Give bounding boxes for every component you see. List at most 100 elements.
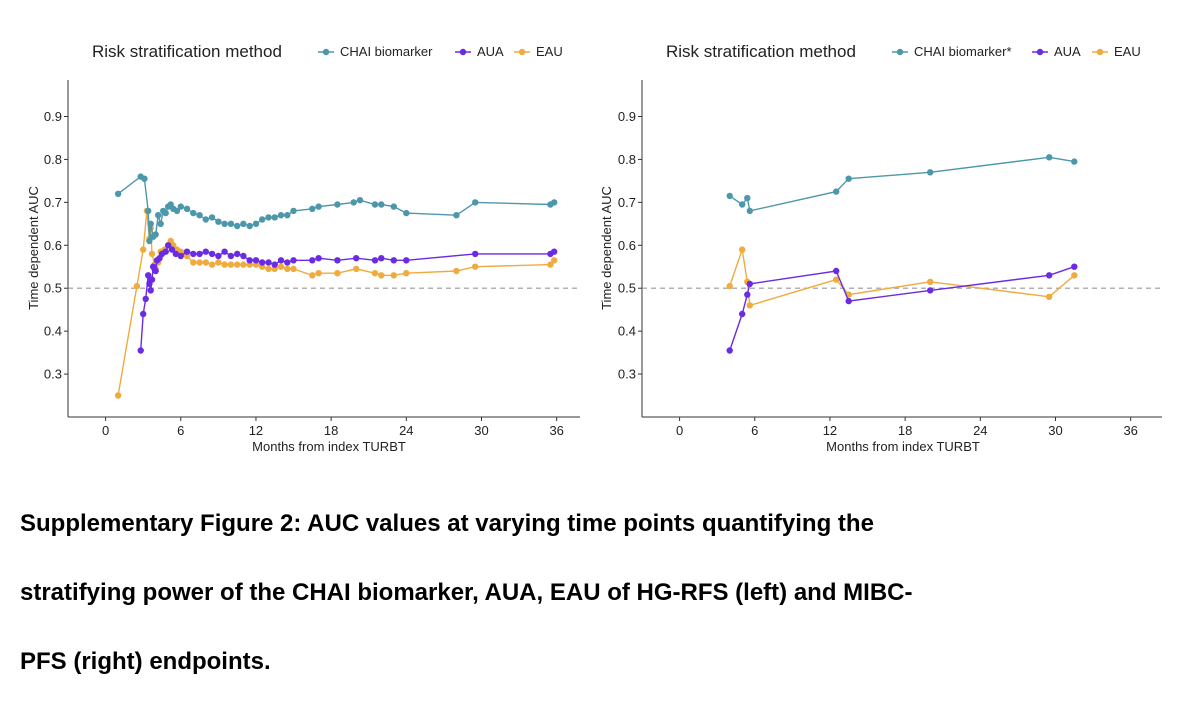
data-point-chai: [309, 205, 316, 212]
data-point-aua: [215, 252, 222, 260]
x-tick-label: 6: [177, 423, 184, 438]
data-point-aua: [252, 257, 260, 264]
x-tick-label: 36: [549, 423, 563, 438]
series-line-chai: [729, 156, 1075, 212]
data-point-eau: [309, 272, 316, 279]
data-point-aua: [309, 257, 316, 264]
series-line-eau: [117, 210, 555, 396]
x-tick-label: 0: [102, 423, 109, 438]
y-tick-label: 0.7: [44, 195, 62, 210]
data-point-aua: [1071, 263, 1078, 270]
data-point-chai: [290, 207, 297, 215]
x-axis-label: Months from index TURBT: [826, 439, 980, 454]
data-point-eau: [240, 261, 247, 268]
data-point-aua: [378, 255, 385, 262]
y-tick-label: 0.8: [44, 152, 62, 167]
data-point-eau: [390, 272, 397, 279]
data-point-chai: [152, 231, 159, 238]
x-tick-label: 18: [898, 423, 912, 438]
data-point-chai: [215, 218, 222, 225]
data-point-eau: [277, 263, 285, 270]
data-point-aua: [202, 248, 209, 255]
data-point-eau: [726, 282, 733, 290]
data-point-chai: [259, 216, 266, 223]
legend-key-chai: CHAI biomarker: [318, 44, 433, 59]
data-point-chai: [145, 207, 152, 215]
data-point-eau: [140, 246, 147, 253]
data-point-aua: [246, 257, 253, 264]
data-point-aua: [472, 250, 479, 258]
data-point-chai: [265, 214, 272, 221]
data-point-chai: [196, 212, 203, 219]
series-chai: [114, 173, 558, 245]
data-point-chai: [277, 212, 285, 219]
series-line-chai: [117, 175, 555, 242]
data-point-eau: [927, 278, 934, 285]
y-tick-label: 0.6: [618, 238, 636, 253]
data-point-chai: [114, 190, 122, 197]
data-point-eau: [371, 270, 379, 277]
data-point-aua: [234, 250, 241, 258]
data-point-aua: [403, 257, 410, 264]
x-tick-label: 12: [249, 423, 263, 438]
x-tick-label: 6: [751, 423, 758, 438]
x-tick-label: 24: [399, 423, 413, 438]
legend: Risk stratification method CHAI biomarke…: [92, 42, 563, 61]
data-point-chai: [221, 220, 228, 227]
y-tick-label: 0.4: [618, 324, 636, 339]
legend-key-chai: CHAI biomarker*: [892, 44, 1012, 59]
series-aua: [137, 242, 558, 354]
legend-label-eau: EAU: [536, 44, 563, 59]
data-point-chai: [744, 194, 751, 202]
data-point-chai: [202, 216, 209, 223]
data-point-eau: [234, 261, 241, 268]
data-point-aua: [177, 252, 184, 260]
data-point-chai: [183, 205, 191, 212]
y-tick-label: 0.3: [44, 367, 62, 382]
data-point-aua: [152, 267, 159, 275]
data-point-chai: [190, 209, 197, 217]
data-point-chai: [162, 209, 169, 217]
data-point-eau: [1046, 293, 1053, 300]
data-point-chai: [350, 199, 357, 206]
legend-key-eau: EAU: [1092, 44, 1141, 59]
legend-key-aua: AUA: [1032, 44, 1081, 59]
data-point-aua: [165, 242, 172, 249]
legend: Risk stratification method CHAI biomarke…: [666, 42, 1141, 61]
data-point-eau: [114, 392, 122, 399]
data-point-chai: [551, 199, 558, 206]
data-point-eau: [472, 263, 479, 270]
data-point-chai: [155, 212, 162, 219]
x-tick-label: 36: [1123, 423, 1137, 438]
data-point-aua: [227, 252, 235, 260]
legend-swatch-point: [896, 48, 904, 56]
data-point-eau: [148, 250, 156, 258]
data-point-chai: [240, 220, 247, 227]
x-tick-label: 30: [1048, 423, 1062, 438]
chart-mibc-pfs: Risk stratification method CHAI biomarke…: [599, 42, 1162, 454]
data-point-aua: [334, 257, 341, 264]
data-point-eau: [746, 302, 753, 309]
series-chai: [726, 154, 1078, 215]
data-point-aua: [240, 252, 247, 260]
data-point-chai: [1046, 154, 1053, 161]
data-point-eau: [290, 265, 297, 273]
axes: 0.3 0.4 0.5 0.6 0.7 0.8 0.9 0 6 12 18 24 30 36: [618, 80, 1162, 438]
y-tick-label: 0.3: [618, 367, 636, 382]
data-point-eau: [265, 265, 272, 273]
data-point-aua: [147, 287, 154, 294]
legend-swatch-point: [1036, 48, 1044, 56]
data-point-chai: [315, 203, 322, 210]
data-point-aua: [284, 259, 291, 266]
data-point-aua: [208, 250, 216, 258]
data-point-chai: [234, 222, 241, 230]
data-point-aua: [390, 257, 397, 264]
x-tick-label: 0: [676, 423, 683, 438]
data-point-aua: [353, 255, 360, 262]
series-eau: [726, 246, 1078, 309]
data-point-eau: [208, 261, 216, 268]
y-tick-label: 0.5: [618, 281, 636, 296]
data-point-chai: [1071, 158, 1078, 165]
data-point-chai: [271, 214, 278, 221]
data-point-chai: [390, 203, 397, 210]
